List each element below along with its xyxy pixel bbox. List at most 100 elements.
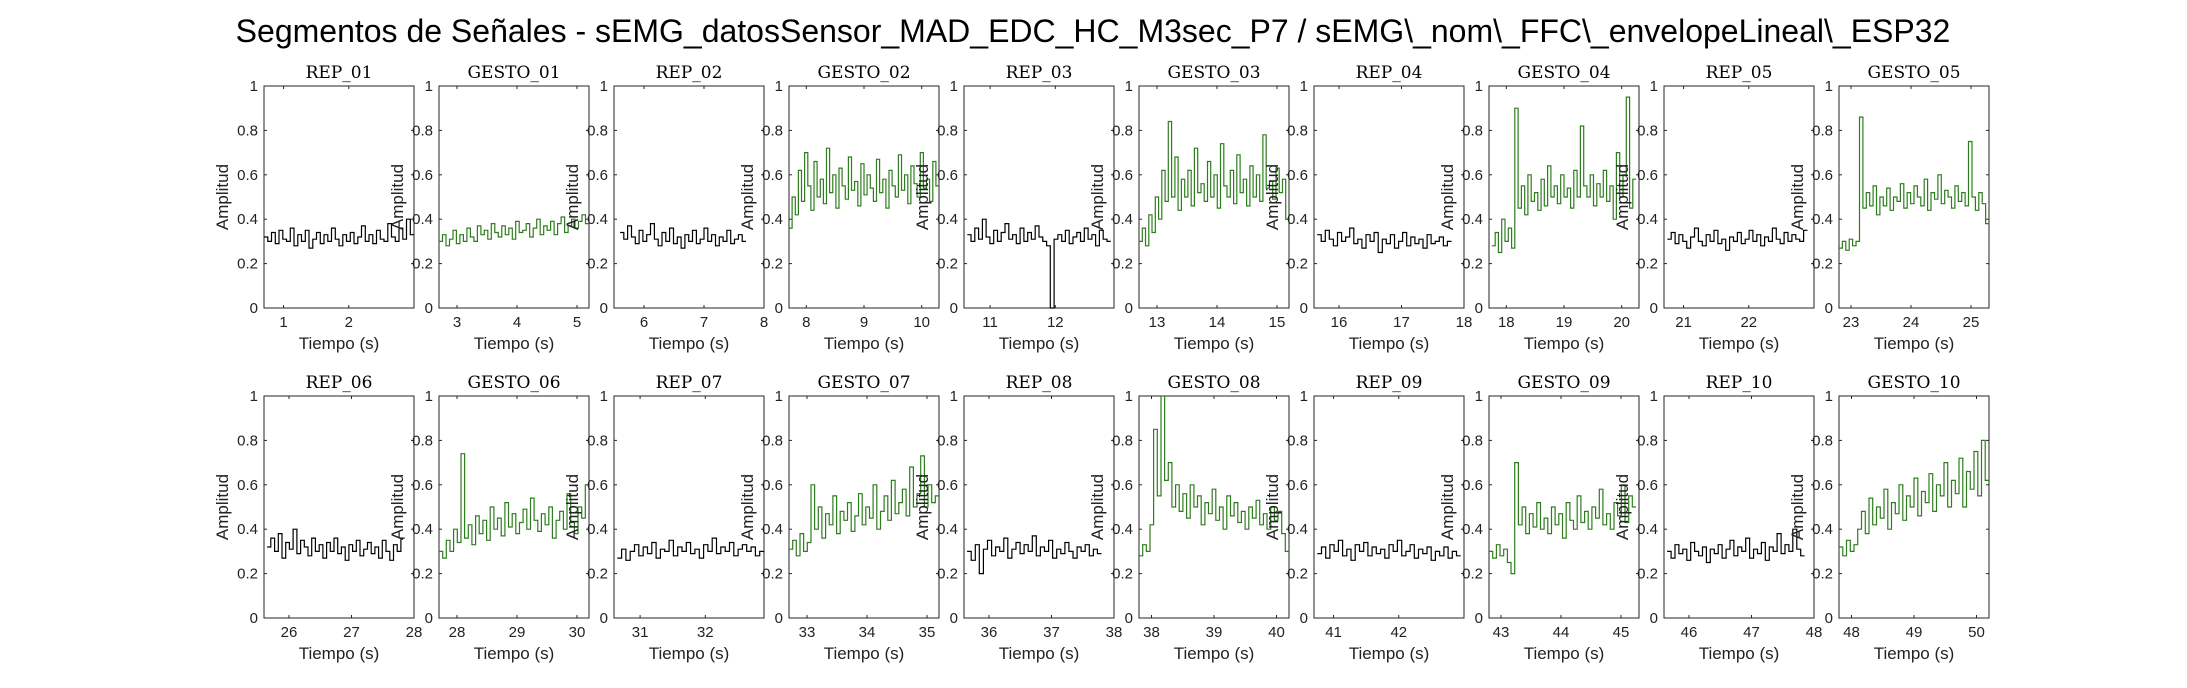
y-tick-label: 0: [1825, 300, 1833, 317]
subplot-gesto-07: GESTO_07 0 0.2 0.4 0.6 0.8 1 33 34 35 Tiempo (s) Am…: [738, 373, 940, 663]
plot-area: [1313, 395, 1465, 619]
x-tick-label: 40: [1268, 624, 1285, 641]
y-axis-label: Amplitud: [1788, 164, 1807, 230]
x-axis-label: Tiempo (s): [1874, 644, 1955, 663]
y-axis-label: Amplitud: [738, 474, 757, 540]
y-tick-label: 0.2: [762, 256, 783, 273]
y-tick-label: 0.2: [587, 256, 608, 273]
y-tick-label: 0.6: [412, 167, 433, 184]
subplot-rep-09: REP_09 0 0.2 0.4 0.6 0.8 1 41 42 Tiempo (s) Amplit…: [1263, 373, 1465, 663]
x-axis-label: Tiempo (s): [999, 334, 1080, 353]
x-axis-label: Tiempo (s): [1524, 334, 1605, 353]
y-tick-label: 0.6: [587, 477, 608, 494]
y-tick-label: 1: [1475, 388, 1483, 405]
y-tick-label: 1: [950, 388, 958, 405]
signal-line: [1839, 116, 1989, 251]
y-tick-label: 0.2: [937, 256, 958, 273]
subplot-rep-08: REP_08 0 0.2 0.4 0.6 0.8 1 36 37 38 Tiempo (s) Ampl…: [913, 373, 1122, 663]
x-tick-label: 21: [1675, 314, 1692, 331]
plot-area: [613, 395, 765, 619]
y-tick-label: 0.2: [1112, 256, 1133, 273]
y-tick-label: 1: [1650, 78, 1658, 95]
x-tick-label: 48: [1806, 624, 1823, 641]
y-axis-label: Amplitud: [738, 164, 757, 230]
y-tick-label: 1: [775, 78, 783, 95]
y-tick-label: 0.6: [412, 477, 433, 494]
x-tick-label: 31: [632, 624, 649, 641]
y-tick-label: 0.4: [1287, 211, 1308, 228]
subplot-rep-01: REP_01 0 0.2 0.4 0.6 0.8 1 1 2 Tiempo (s) Amplitud: [213, 63, 415, 353]
plot-area: [613, 85, 765, 309]
subplot-title: GESTO_06: [467, 373, 560, 393]
x-axis-label: Tiempo (s): [649, 644, 730, 663]
y-tick-label: 0.8: [1112, 122, 1133, 139]
y-tick-label: 0.6: [587, 167, 608, 184]
subplot-gesto-06: GESTO_06 0 0.2 0.4 0.6 0.8 1 28 29 30 Tiempo (s) Am…: [388, 373, 590, 663]
signal-line: [620, 223, 746, 249]
x-tick-label: 18: [1498, 314, 1515, 331]
y-axis-label: Amplitud: [913, 474, 932, 540]
x-axis-label: Tiempo (s): [299, 644, 380, 663]
x-tick-label: 22: [1740, 314, 1757, 331]
y-tick-label: 0.6: [1112, 477, 1133, 494]
y-tick-label: 0.8: [587, 432, 608, 449]
subplot-title: REP_01: [306, 63, 373, 83]
y-tick-label: 0: [250, 300, 258, 317]
signal-line: [439, 214, 589, 247]
y-tick-label: 1: [250, 78, 258, 95]
y-axis-label: Amplitud: [1613, 474, 1632, 540]
y-tick-label: 0.4: [1287, 521, 1308, 538]
plot-area: [1313, 85, 1465, 309]
x-axis-label: Tiempo (s): [474, 334, 555, 353]
x-tick-label: 5: [573, 314, 581, 331]
y-tick-label: 0.6: [937, 167, 958, 184]
y-tick-label: 0.6: [1462, 477, 1483, 494]
y-tick-label: 0.6: [937, 477, 958, 494]
y-tick-label: 0.6: [1637, 167, 1658, 184]
x-tick-label: 28: [406, 624, 423, 641]
x-tick-label: 26: [281, 624, 298, 641]
plot-area: [438, 85, 590, 309]
y-tick-label: 1: [250, 388, 258, 405]
subplot-title: REP_08: [1006, 373, 1073, 393]
x-tick-label: 9: [860, 314, 868, 331]
y-tick-label: 0.8: [762, 122, 783, 139]
y-tick-label: 0.4: [1462, 211, 1483, 228]
x-tick-label: 12: [1047, 314, 1064, 331]
y-tick-label: 0.2: [1287, 566, 1308, 583]
y-tick-label: 1: [1825, 388, 1833, 405]
x-tick-label: 38: [1106, 624, 1123, 641]
y-tick-label: 0.4: [587, 211, 608, 228]
x-tick-label: 4: [513, 314, 521, 331]
subplot-title: REP_05: [1706, 63, 1773, 83]
x-axis-label: Tiempo (s): [824, 334, 905, 353]
y-tick-label: 0.4: [937, 521, 958, 538]
signal-line: [967, 535, 1102, 575]
x-tick-label: 1: [279, 314, 287, 331]
x-tick-label: 25: [1963, 314, 1980, 331]
signal-line: [439, 453, 589, 559]
x-tick-label: 41: [1325, 624, 1342, 641]
y-tick-label: 1: [775, 388, 783, 405]
y-tick-label: 0.8: [1112, 432, 1133, 449]
x-tick-label: 19: [1556, 314, 1573, 331]
subplot-title: GESTO_05: [1867, 63, 1960, 83]
y-tick-label: 0.4: [1112, 521, 1133, 538]
y-tick-label: 0.2: [1462, 566, 1483, 583]
y-tick-label: 1: [950, 78, 958, 95]
x-tick-label: 17: [1393, 314, 1410, 331]
y-tick-label: 0.2: [1462, 256, 1483, 273]
y-tick-label: 0.8: [237, 432, 258, 449]
x-tick-label: 8: [760, 314, 768, 331]
y-tick-label: 0.2: [412, 256, 433, 273]
subplot-title: GESTO_01: [467, 63, 560, 83]
x-tick-label: 44: [1553, 624, 1570, 641]
y-tick-label: 1: [1475, 78, 1483, 95]
subplot-gesto-08: GESTO_08 0 0.2 0.4 0.6 0.8 1 38 39 40 Tiempo (s) Am…: [1088, 373, 1290, 663]
subplot-gesto-10: GESTO_10 0 0.2 0.4 0.6 0.8 1 48 49 50 Tiempo (s) Am…: [1788, 373, 1990, 663]
x-tick-label: 3: [453, 314, 461, 331]
y-tick-label: 0.8: [412, 432, 433, 449]
y-tick-label: 0.8: [762, 432, 783, 449]
y-tick-label: 0.6: [1112, 167, 1133, 184]
x-tick-label: 8: [802, 314, 810, 331]
